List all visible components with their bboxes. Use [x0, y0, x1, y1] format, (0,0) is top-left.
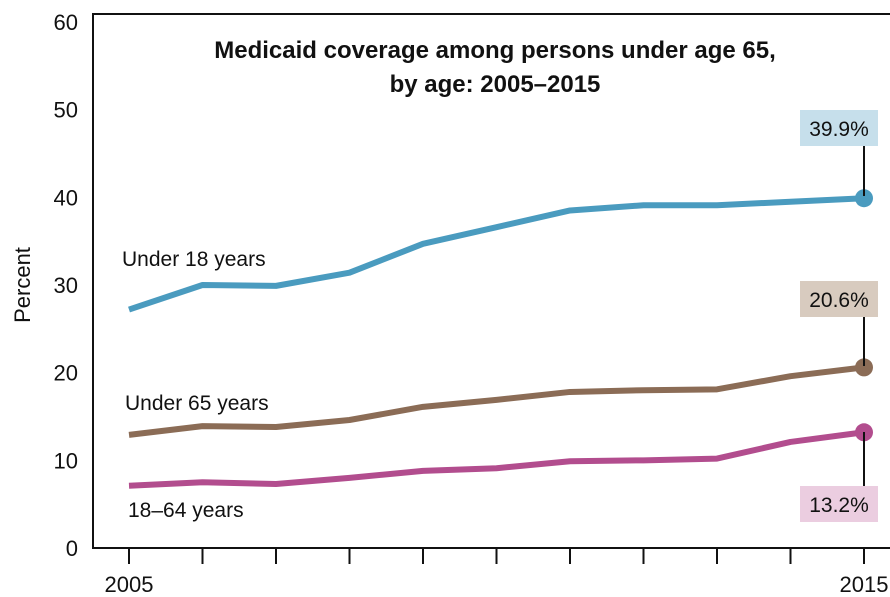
series-group [128, 189, 873, 489]
series-label-under-65: Under 65 years [125, 392, 269, 415]
y-tick-label: 60 [54, 10, 78, 35]
y-tick-label: 10 [54, 448, 78, 473]
series-end-marker-1 [855, 358, 873, 377]
y-tick-label: 30 [54, 273, 78, 298]
series-label-18-64: 18–64 years [128, 499, 244, 522]
x-tick-label-first: 2005 [105, 572, 154, 597]
end-label-background [800, 110, 878, 146]
y-tick-label: 20 [54, 361, 78, 386]
y-axis: 0 10 20 30 40 50 60 [54, 10, 78, 561]
y-axis-label: Percent [10, 247, 35, 323]
series-line-0 [128, 195, 865, 313]
y-tick-label: 0 [66, 536, 78, 561]
series-line-1 [128, 364, 865, 438]
end-label-18-64: 13.2% [800, 432, 878, 522]
series-end-marker-0 [855, 189, 873, 208]
end-label-text: 13.2% [809, 494, 869, 517]
chart-title-line-2: by age: 2005–2015 [390, 71, 601, 98]
end-label-under-65: 20.6% [800, 281, 878, 366]
y-tick-label: 40 [54, 185, 78, 210]
series-label-under-18: Under 18 years [122, 248, 266, 271]
end-label-text: 20.6% [809, 289, 869, 312]
series-line-2 [128, 429, 865, 489]
chart-title-line-1: Medicaid coverage among persons under ag… [214, 37, 776, 64]
end-label-background [800, 486, 878, 522]
end-label-text: 39.9% [809, 118, 869, 141]
end-label-background [800, 281, 878, 317]
y-tick-label: 50 [54, 98, 78, 123]
x-tick-label-last: 2015 [840, 572, 889, 597]
x-axis: 2005 2015 [105, 548, 889, 597]
end-label-under-18: 39.9% [800, 110, 878, 196]
